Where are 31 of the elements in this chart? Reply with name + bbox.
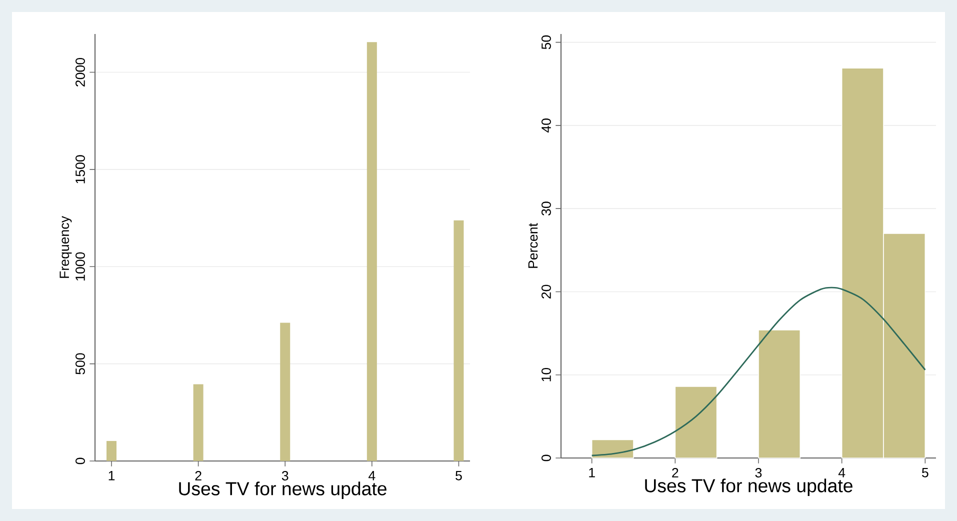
y-tick-label: 20 bbox=[542, 284, 551, 298]
x-tick-label: 4 bbox=[838, 468, 846, 478]
line-series bbox=[591, 286, 926, 456]
x-axis-title: Uses TV for news update bbox=[645, 478, 852, 496]
bar bbox=[193, 384, 204, 461]
y-tick-label: 1000 bbox=[76, 252, 85, 280]
y-tick-label: 50 bbox=[542, 35, 551, 50]
x-tick-label: 3 bbox=[755, 468, 762, 478]
x-tick-label: 5 bbox=[456, 471, 462, 480]
x-tick-label: 4 bbox=[368, 471, 376, 480]
y-tick-label: 1500 bbox=[76, 155, 85, 184]
y-tick-label: 40 bbox=[542, 118, 551, 133]
x-tick-label: 2 bbox=[195, 471, 202, 480]
bar bbox=[366, 42, 377, 461]
x-tick-label: 2 bbox=[672, 468, 678, 478]
x-tick-label: 1 bbox=[589, 468, 595, 478]
y-tick-label: 2000 bbox=[76, 58, 85, 86]
y-tick-label: 30 bbox=[542, 202, 551, 216]
x-tick-label: 1 bbox=[108, 471, 115, 480]
y-axis-title: Frequency bbox=[60, 216, 72, 278]
y-tick-label: 0 bbox=[76, 458, 85, 464]
x-axis-title: Uses TV for news update bbox=[179, 482, 386, 500]
bar bbox=[454, 220, 464, 461]
bar bbox=[106, 440, 116, 461]
y-tick-label: 10 bbox=[542, 368, 551, 382]
y-tick-label: 500 bbox=[76, 353, 85, 374]
x-tick-label: 5 bbox=[922, 468, 928, 478]
bar bbox=[280, 322, 290, 461]
y-axis-title: Percent bbox=[528, 223, 538, 268]
x-tick-label: 3 bbox=[282, 471, 288, 480]
y-tick-label: 0 bbox=[542, 454, 551, 462]
